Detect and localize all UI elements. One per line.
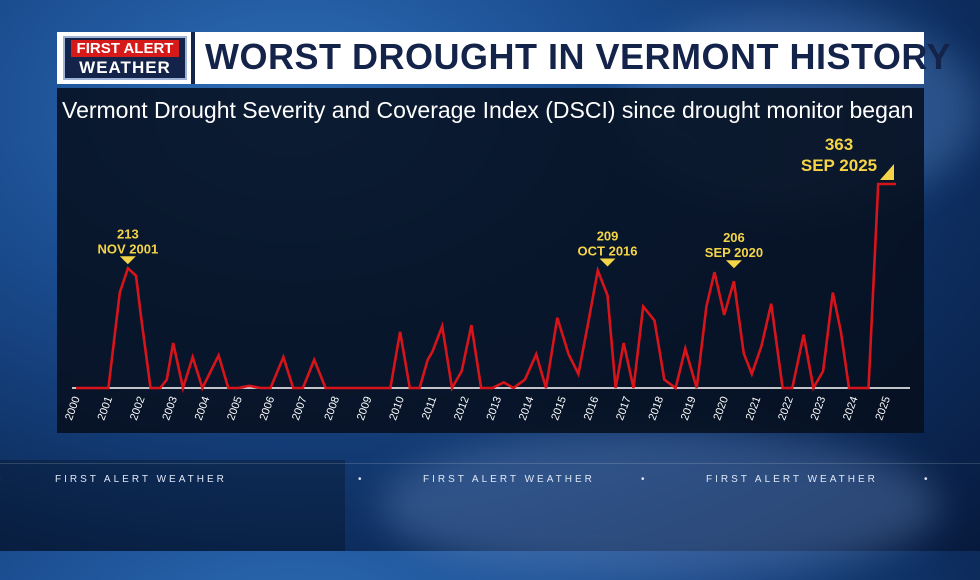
x-tick-label: 2025: [873, 395, 893, 422]
x-tick-label: 2007: [290, 395, 310, 422]
header-bar: FIRST ALERT WEATHER WORST DROUGHT IN VER…: [57, 32, 951, 84]
x-tick-label: 2019: [679, 395, 699, 422]
peak-callout-date: SEP 2020: [705, 245, 763, 260]
peak-callout-value: 209: [597, 229, 619, 244]
x-tick-label: 2020: [711, 395, 731, 422]
x-tick-label: 2018: [647, 395, 667, 422]
peak-callout-value: 363: [825, 135, 853, 154]
x-tick-label: 2021: [744, 395, 764, 422]
x-tick-label: 2000: [63, 395, 83, 422]
peak-callout-marker: [880, 164, 894, 180]
logo-line1: FIRST ALERT: [70, 40, 180, 57]
page-title: WORST DROUGHT IN VERMONT HISTORY: [205, 36, 952, 77]
x-tick-label: 2014: [517, 395, 537, 422]
x-tick-label: 2005: [225, 395, 245, 422]
peak-callout-date: NOV 2001: [98, 241, 159, 256]
dsci-line-chart: 2000 2001 2002 2003 2004 2005 2006 2007 2008 2009…: [63, 135, 896, 422]
peak-callout-date: SEP 2025: [801, 156, 877, 175]
x-tick-label: 2009: [355, 395, 375, 422]
x-tick-label: 2024: [841, 395, 861, 422]
peak-callout-marker: [119, 256, 136, 265]
logo-line2: WEATHER: [79, 58, 171, 77]
peak-callout-date: OCT 2016: [578, 244, 638, 259]
dsci-series-line: [76, 182, 896, 394]
ticker-bar: • FIRST ALERT WEATHER • FIRST ALERT WEAT…: [0, 463, 980, 494]
x-tick-label: 2006: [258, 395, 278, 422]
ticker-separator: •: [641, 474, 645, 485]
x-tick-label: 2004: [193, 395, 213, 422]
first-alert-weather-logo: FIRST ALERT WEATHER: [63, 36, 187, 80]
ticker-separator: •: [358, 474, 362, 485]
x-tick-label: 2008: [322, 395, 342, 422]
ticker-separator: •: [924, 474, 928, 485]
x-tick-label: 2022: [776, 395, 796, 422]
ticker-text: FIRST ALERT WEATHER: [55, 474, 227, 485]
ticker-separator: •: [0, 474, 1, 485]
x-tick-label: 2010: [387, 395, 407, 422]
chart-panel: [57, 88, 924, 433]
x-tick-label: 2001: [96, 395, 116, 422]
x-tick-label: 2002: [128, 395, 148, 422]
ticker-text: FIRST ALERT WEATHER: [706, 474, 878, 485]
x-tick-label: 2017: [614, 395, 634, 422]
ticker-text: FIRST ALERT WEATHER: [423, 474, 595, 485]
x-tick-label: 2023: [809, 395, 829, 422]
peak-callout-value: 213: [117, 226, 139, 241]
chart-subtitle: Vermont Drought Severity and Coverage In…: [62, 97, 914, 123]
peak-callout-marker: [599, 258, 616, 267]
x-tick-label: 2016: [582, 395, 602, 422]
peak-callout-marker: [725, 260, 742, 269]
header-divider: [191, 32, 195, 84]
x-tick-label: 2011: [420, 395, 439, 421]
peak-callout-value: 206: [723, 230, 745, 245]
x-tick-label: 2012: [452, 395, 472, 422]
ticker-shade: [0, 460, 345, 551]
x-tick-label: 2015: [549, 395, 569, 422]
x-tick-label: 2003: [160, 395, 180, 422]
x-tick-label: 2013: [485, 395, 505, 422]
